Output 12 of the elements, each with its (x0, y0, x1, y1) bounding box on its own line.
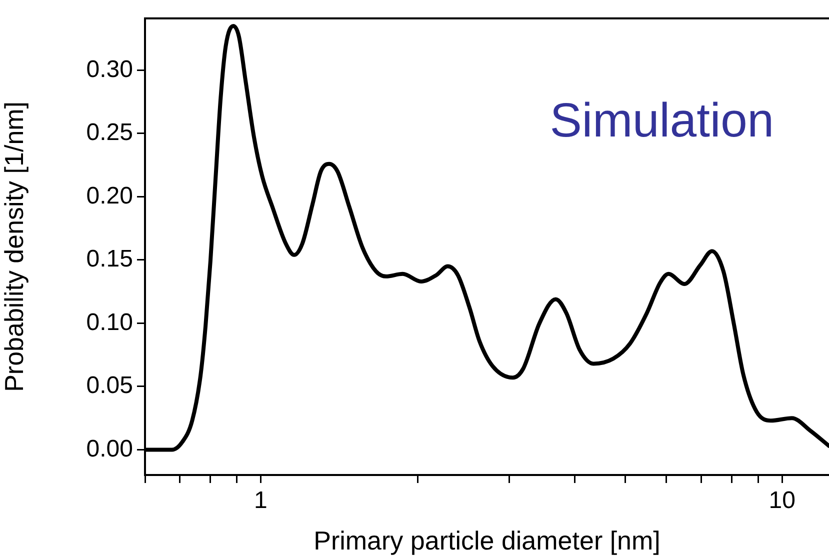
y-tick-label: 0.30 (86, 56, 133, 83)
y-tick-label: 0.15 (86, 246, 133, 273)
x-tick-label: 10 (768, 487, 796, 514)
y-axis-title: Probability density [1/nm] (0, 101, 29, 392)
x-tick-label: 1 (254, 487, 268, 514)
y-tick-label: 0.20 (86, 182, 133, 210)
y-tick-label: 0.00 (86, 435, 133, 462)
y-tick-label: 0.05 (86, 372, 133, 400)
y-tick-label: 0.10 (86, 308, 133, 336)
y-tick-label: 0.25 (86, 119, 133, 146)
annotation: Simulation (550, 94, 774, 148)
x-axis-title: Primary particle diameter [nm] (314, 526, 660, 556)
